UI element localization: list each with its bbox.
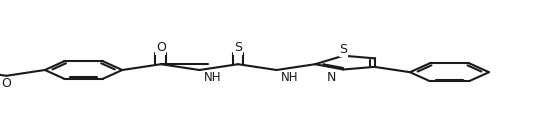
- Text: O: O: [156, 41, 166, 54]
- Text: NH: NH: [204, 71, 221, 84]
- Text: NH: NH: [281, 71, 299, 84]
- Text: S: S: [339, 43, 348, 56]
- Text: S: S: [234, 41, 242, 54]
- Text: N: N: [327, 71, 336, 84]
- Text: O: O: [2, 77, 11, 90]
